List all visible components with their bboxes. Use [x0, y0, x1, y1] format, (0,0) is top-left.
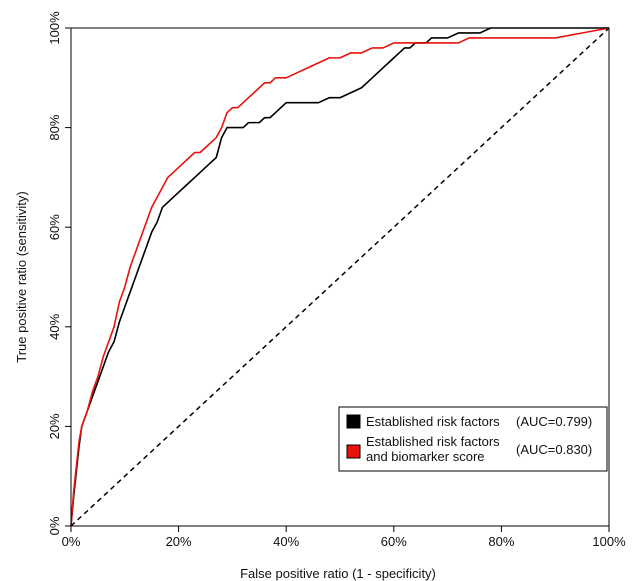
legend-label-biomarker-line1: Established risk factors [366, 434, 500, 449]
x-axis-title: False positive ratio (1 - specificity) [240, 566, 436, 581]
legend-box [338, 406, 608, 472]
series-line-biomarker [70, 27, 610, 527]
legend-label-biomarker-line2: and biomarker score [366, 449, 485, 464]
x-tick-label: 60% [381, 534, 407, 549]
legend-swatch-established [346, 414, 361, 429]
axes: 0%0% 20% 20% 40% 40% 60% 60% 80% 80% 100% 100% [47, 11, 626, 549]
y-tick-label: 20% [47, 413, 62, 439]
x-tick-label: 100% [592, 534, 626, 549]
x-tick-label: 40% [273, 534, 299, 549]
y-tick-label: 80% [47, 114, 62, 140]
legend: Established risk factors (AUC=0.799) Est… [338, 406, 608, 472]
x-tick-label: 20% [166, 534, 192, 549]
legend-auc-established: (AUC=0.799) [516, 414, 592, 429]
x-tick-label: 0% [62, 534, 81, 549]
y-tick-label: 100% [47, 11, 62, 45]
legend-swatch-biomarker [346, 444, 361, 459]
legend-label-established: Established risk factors [366, 414, 500, 429]
y-axis-title: True positive ratio (sensitivity) [14, 191, 29, 362]
plot-area [70, 27, 610, 527]
x-tick-label: 80% [488, 534, 514, 549]
y-tick-label: 40% [47, 313, 62, 339]
y-tick-label: 60% [47, 214, 62, 240]
plot-frame [70, 27, 610, 527]
y-tick-label: 0% [47, 516, 62, 535]
legend-label-biomarker: Established risk factors and biomarker s… [366, 434, 503, 464]
legend-auc-biomarker: (AUC=0.830) [516, 442, 592, 457]
